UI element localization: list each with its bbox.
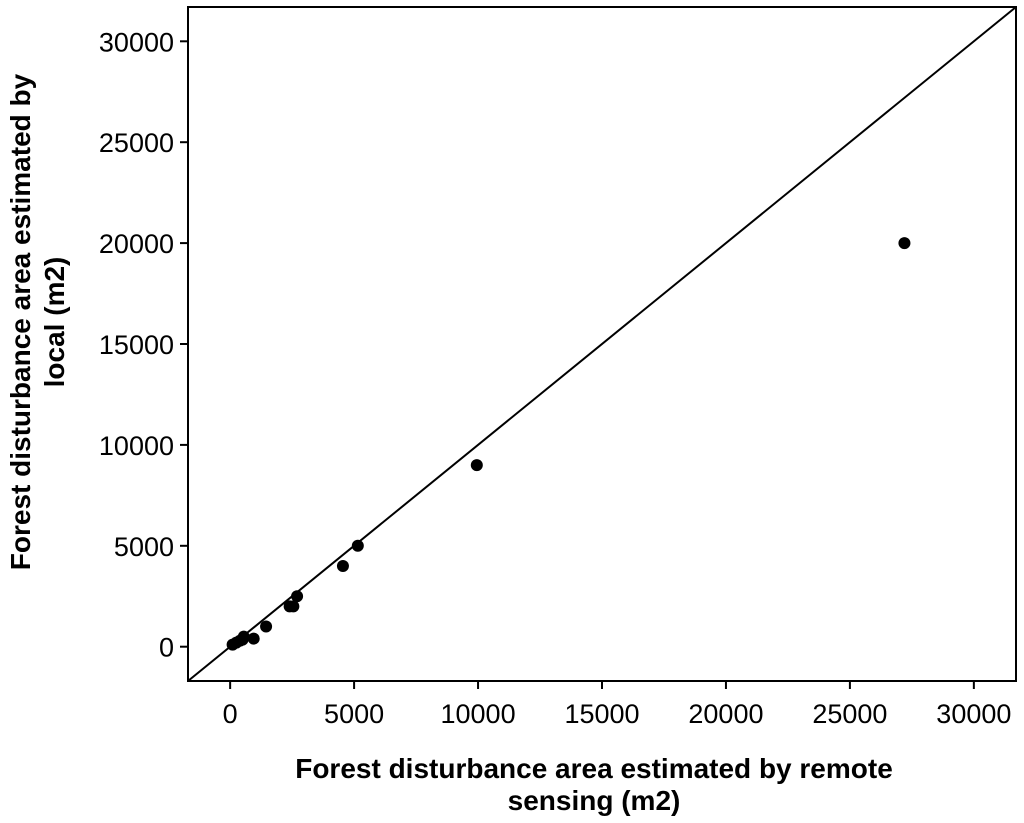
x-tick-label: 0 <box>223 699 238 729</box>
data-point <box>247 632 260 645</box>
y-tick-label: 15000 <box>99 330 174 360</box>
y-axis-title-line: Forest disturbance area estimated by <box>5 73 36 570</box>
x-tick-label: 25000 <box>812 699 887 729</box>
data-point <box>291 590 304 603</box>
y-tick-label: 30000 <box>99 27 174 57</box>
data-point <box>287 600 300 613</box>
x-axis-title-line: Forest disturbance area estimated by rem… <box>295 753 893 784</box>
data-point <box>351 539 364 552</box>
x-tick-label: 10000 <box>441 699 516 729</box>
x-tick-label: 5000 <box>324 699 384 729</box>
x-tick-label: 20000 <box>688 699 763 729</box>
data-point <box>260 620 273 633</box>
data-point <box>237 630 250 643</box>
y-axis-title-line: local (m2) <box>39 257 70 388</box>
y-axis-title: Forest disturbance area estimated by loca… <box>5 73 70 570</box>
y-tick-label: 5000 <box>114 532 174 562</box>
data-point <box>336 559 349 572</box>
x-tick-label: 15000 <box>564 699 639 729</box>
data-point <box>470 459 483 472</box>
y-tick-label: 25000 <box>99 128 174 158</box>
data-point <box>898 237 911 250</box>
x-tick-label: 30000 <box>936 699 1011 729</box>
y-tick-label: 0 <box>159 633 174 663</box>
reference-line <box>187 6 1017 682</box>
y-tick-label: 20000 <box>99 229 174 259</box>
y-tick-label: 10000 <box>99 431 174 461</box>
x-axis-title-line: sensing (m2) <box>508 785 681 816</box>
